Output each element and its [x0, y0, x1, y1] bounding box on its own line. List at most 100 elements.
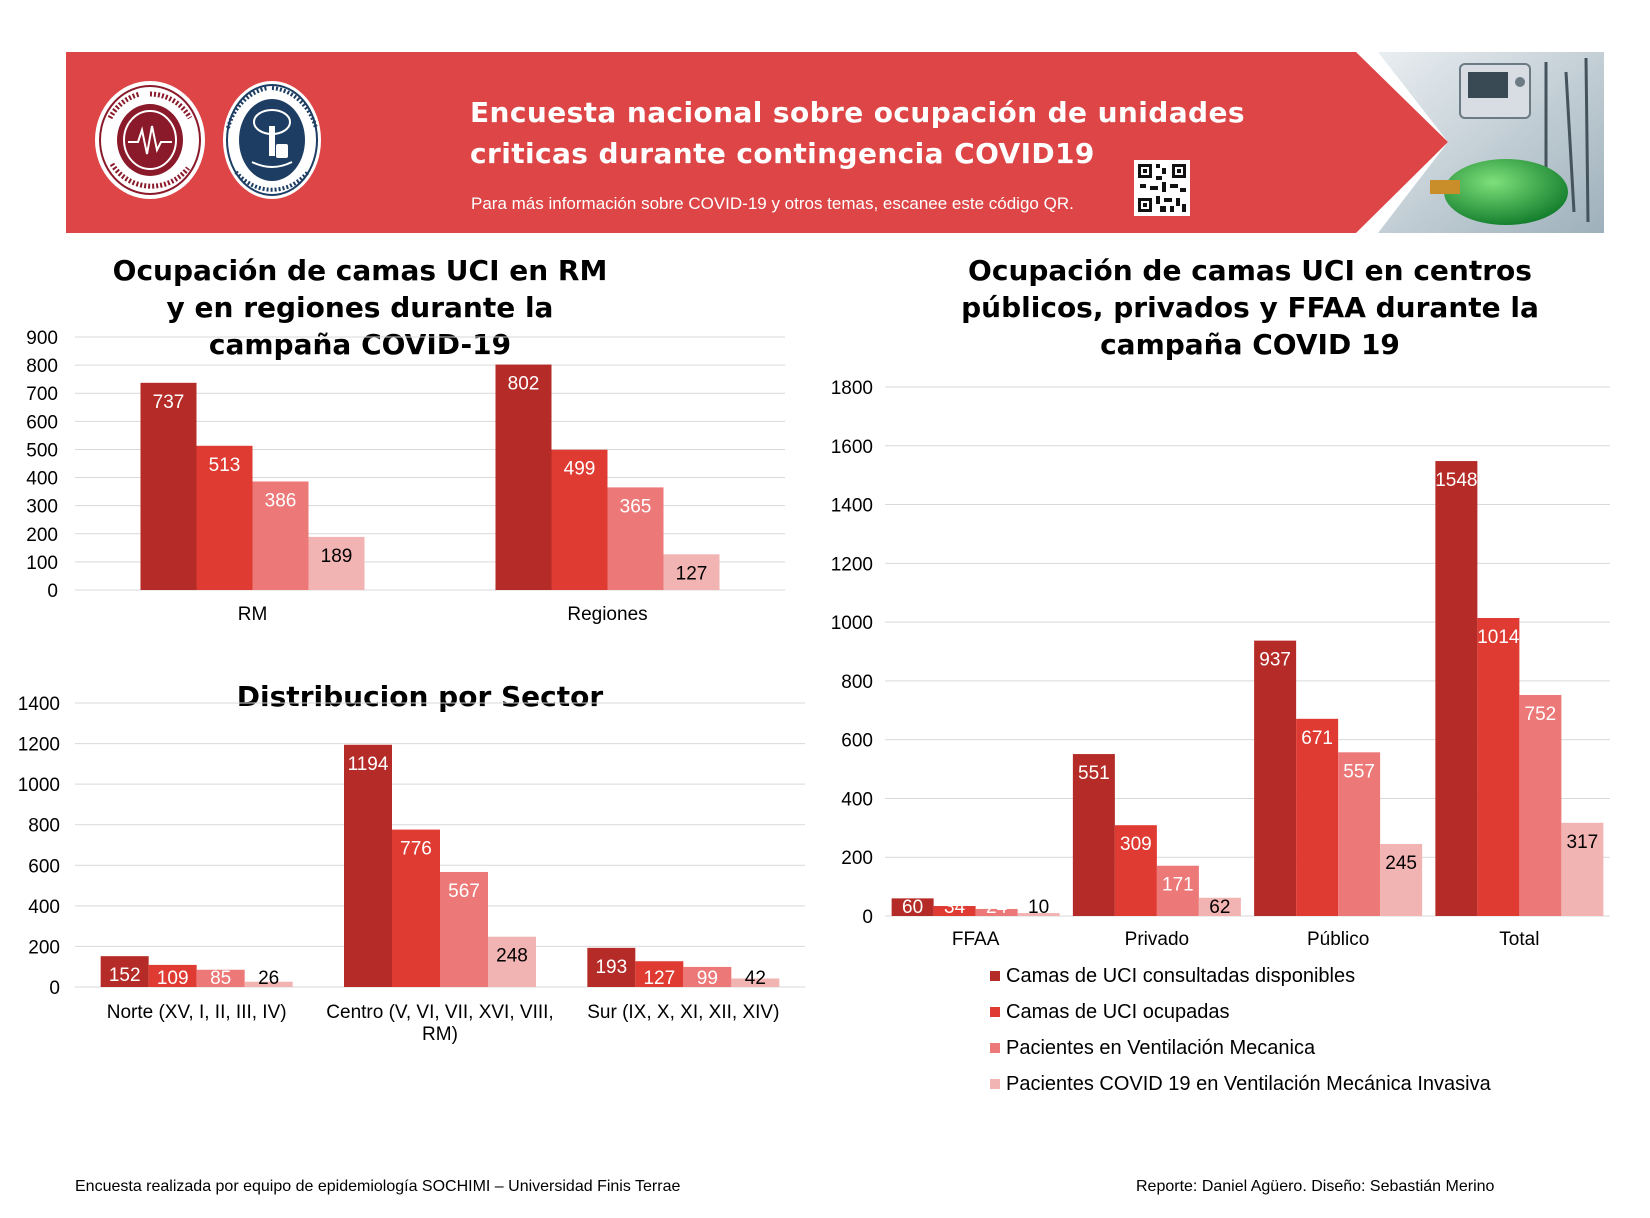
data-label: 802: [508, 374, 540, 395]
legend-label: Pacientes en Ventilación Mecanica: [1006, 1036, 1316, 1059]
bar: [1254, 640, 1297, 916]
data-label: 99: [697, 968, 718, 989]
data-label: 60: [902, 897, 923, 918]
y-tick-label: 400: [28, 897, 60, 918]
data-label: 34: [944, 897, 966, 918]
bar: [495, 364, 552, 590]
legend-item: Camas de UCI consultadas disponibles: [990, 958, 1491, 994]
x-tick-label: Público: [1307, 929, 1369, 950]
chart-sector: 0 200 400 600 800 1000 1200 1400 152 109 85 26 Norte…: [18, 694, 805, 1045]
data-label: 513: [209, 455, 241, 476]
bar: [1198, 897, 1241, 916]
data-label: 1194: [348, 754, 389, 775]
y-tick-label: 600: [841, 731, 873, 752]
bar: [1072, 754, 1115, 916]
data-label: 127: [643, 968, 675, 989]
legend-item: Pacientes en Ventilación Mecanica: [990, 1030, 1491, 1066]
data-label: 152: [109, 965, 141, 986]
legend-label: Camas de UCI ocupadas: [1006, 1000, 1230, 1023]
x-tick-label: RM: [238, 604, 268, 625]
bar: [1296, 718, 1339, 916]
data-label: 62: [1209, 897, 1230, 918]
data-label: 551: [1078, 763, 1110, 784]
data-label: 317: [1567, 832, 1599, 853]
bar: [1338, 752, 1381, 916]
x-tick-label: Regiones: [567, 604, 647, 625]
data-label: 42: [745, 968, 766, 989]
chart-sectores-publico-privado: 0 200 400 600 800 1000 1200 1400 1600 1800 60 34 24 1…: [831, 378, 1610, 950]
y-tick-label: 0: [49, 978, 60, 999]
y-tick-label: 1400: [831, 496, 873, 517]
legend-swatch: [990, 1007, 1000, 1017]
data-label: 567: [448, 881, 480, 902]
data-label: 557: [1343, 761, 1375, 782]
footer-authors: Reporte: Daniel Agüero. Diseño: Sebastiá…: [1136, 1178, 1495, 1195]
x-tick-label: Total: [1499, 929, 1539, 950]
bar: [196, 969, 245, 987]
bar: [1156, 865, 1199, 916]
legend-label: Pacientes COVID 19 en Ventilación Mecáni…: [1006, 1072, 1491, 1095]
y-tick-label: 400: [841, 789, 873, 810]
bar: [1561, 822, 1604, 916]
y-tick-label: 1000: [18, 775, 60, 796]
qr-code-icon: [1134, 160, 1190, 216]
bar: [308, 536, 365, 590]
y-tick-label: 200: [28, 937, 60, 958]
bar: [100, 956, 149, 987]
chart2-title: Distribucion por Sector: [236, 680, 604, 713]
bar: [1477, 617, 1520, 916]
bar: [933, 906, 976, 916]
chart3-title: Ocupación de camas UCI en centros públic…: [961, 254, 1539, 361]
y-tick-label: 1800: [831, 378, 873, 399]
bar: [607, 487, 664, 590]
data-label: 24: [986, 897, 1008, 918]
bar: [551, 449, 608, 590]
bar: [587, 947, 636, 987]
bar: [1017, 913, 1060, 916]
bar: [148, 964, 197, 987]
bar: [975, 908, 1018, 916]
bar: [891, 898, 934, 916]
x-tick-label: RM): [422, 1024, 458, 1045]
data-label: 171: [1162, 875, 1194, 896]
bar: [488, 936, 536, 987]
y-tick-label: 0: [47, 581, 58, 602]
y-tick-label: 600: [26, 412, 58, 433]
y-tick-label: 800: [26, 356, 58, 377]
data-label: 10: [1028, 897, 1049, 918]
data-label: 193: [595, 957, 627, 978]
data-label: 85: [210, 968, 231, 989]
banner-subtitle: Para más información sobre COVID-19 y ot…: [471, 194, 1074, 213]
data-label: 1014: [1477, 627, 1520, 648]
data-label: 189: [321, 546, 353, 567]
y-tick-label: 200: [26, 525, 58, 546]
sochimi-logo: [95, 81, 205, 199]
footer-credit: Encuesta realizada por equipo de epidemi…: [75, 1178, 681, 1195]
legend-item: Camas de UCI ocupadas: [990, 994, 1491, 1030]
data-label: 386: [265, 490, 297, 511]
bar: [663, 554, 720, 590]
data-label: 309: [1120, 834, 1152, 855]
x-tick-label: Privado: [1125, 929, 1189, 950]
data-label: 776: [400, 839, 432, 860]
y-tick-label: 1000: [831, 613, 873, 634]
bar: [635, 961, 684, 987]
x-tick-label: Sur (IX, X, XI, XII, XIV): [587, 1002, 779, 1023]
bar: [1435, 461, 1478, 916]
data-label: 499: [564, 459, 596, 480]
banner-title: Encuesta nacional sobre ocupación de uni…: [470, 96, 1245, 170]
x-tick-label: Norte (XV, I, II, III, IV): [107, 1002, 287, 1023]
y-tick-label: 1200: [18, 735, 60, 756]
icu-equipment-photo: [1378, 52, 1604, 233]
data-label: 937: [1259, 650, 1291, 671]
data-label: 109: [157, 968, 189, 989]
y-tick-label: 800: [28, 816, 60, 837]
bar: [344, 744, 392, 987]
y-tick-label: 0: [862, 907, 873, 928]
y-tick-label: 1600: [831, 437, 873, 458]
data-label: 26: [258, 968, 279, 989]
bar: [731, 978, 780, 987]
y-tick-label: 800: [841, 672, 873, 693]
data-label: 365: [620, 496, 652, 517]
x-tick-label: FFAA: [952, 929, 1000, 950]
